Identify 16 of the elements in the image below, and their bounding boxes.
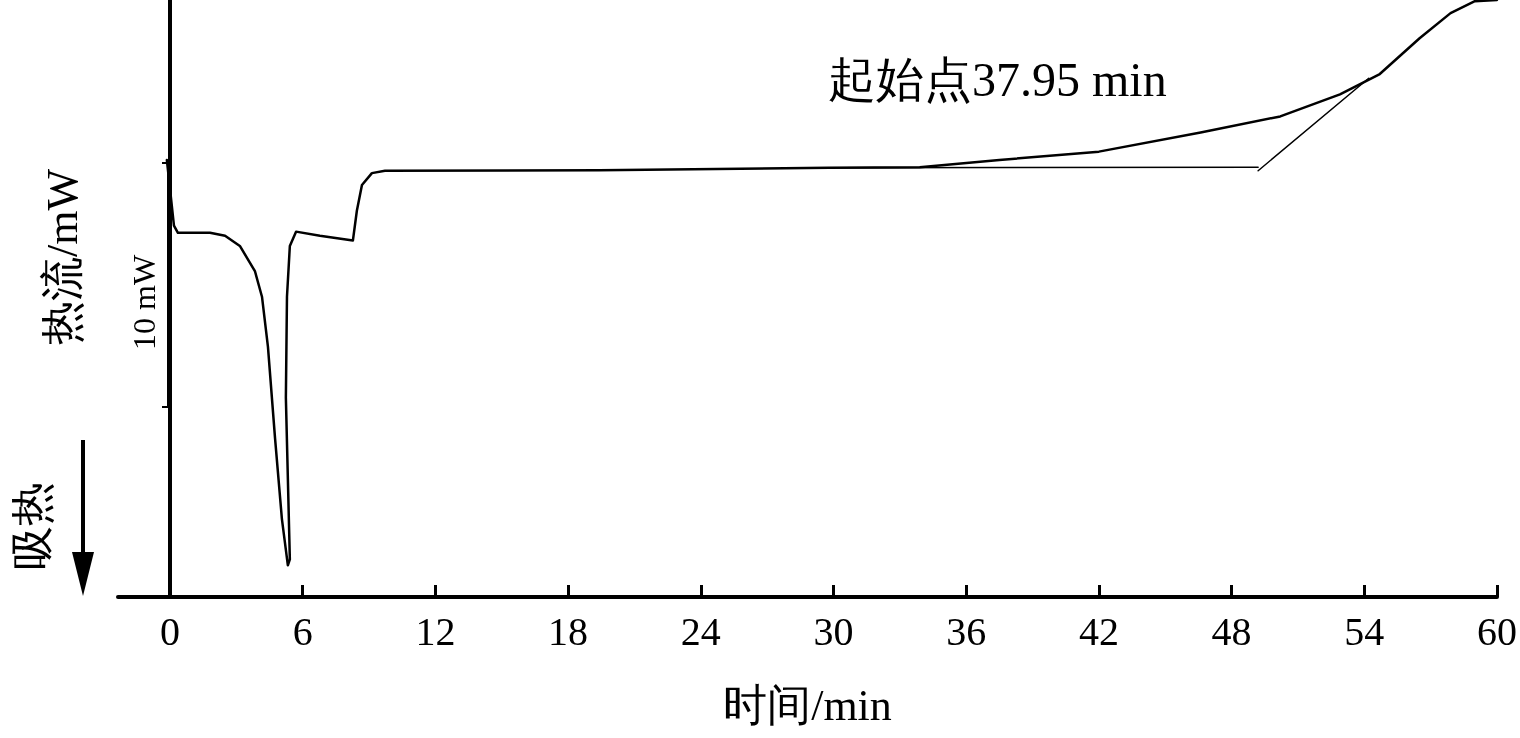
y-axis-title: 热流/mW: [37, 168, 87, 345]
x-tick-label: 54: [1344, 608, 1385, 654]
x-tick-label: 18: [548, 608, 589, 654]
x-tick-label: 0: [159, 608, 180, 654]
annotation: 10 mW: [126, 254, 162, 350]
x-axis-title: 时间/min: [723, 680, 892, 730]
x-tick-label: 6: [292, 608, 313, 654]
x-tick-label: 24: [680, 608, 721, 654]
x-tick-label: 30: [813, 608, 854, 654]
text: 吸热: [7, 482, 57, 570]
x-tick-label: 60: [1477, 608, 1517, 654]
x-tick-label: 42: [1078, 608, 1119, 654]
x-tick-label: 36: [946, 608, 987, 654]
x-tick-label: 12: [415, 608, 456, 654]
annotation: 起始点37.95 min: [828, 52, 1167, 106]
x-tick-label: 48: [1211, 608, 1252, 654]
